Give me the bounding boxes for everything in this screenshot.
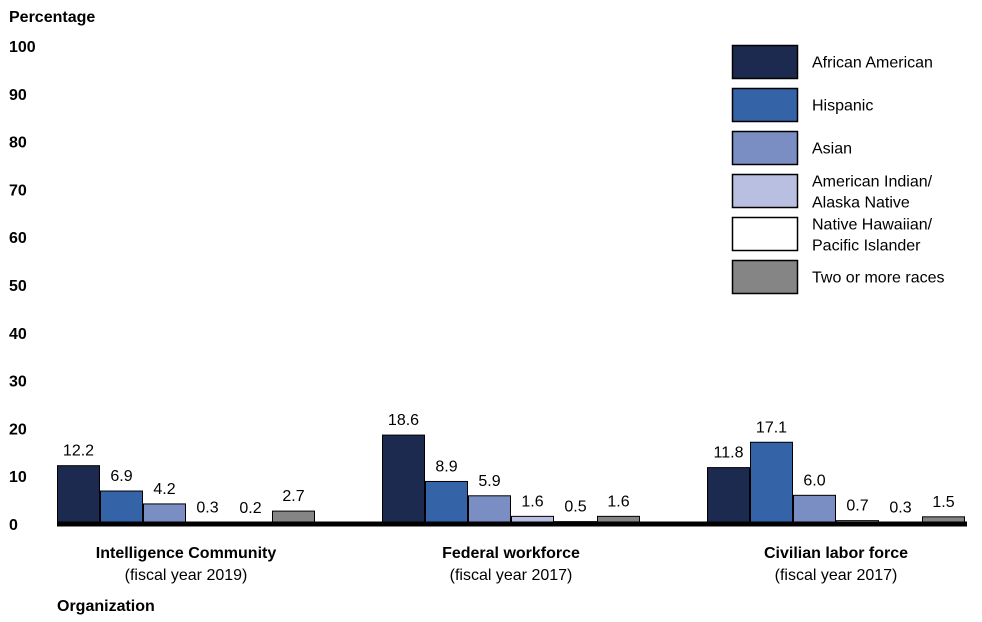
data-label-federal-workforce-native-hawaiian-pacific-islander: 0.5 bbox=[564, 499, 586, 516]
data-label-civilian-labor-force-hispanic: 17.1 bbox=[756, 419, 787, 436]
legend-label-american-indian-alaska-native: American Indian/ bbox=[812, 174, 933, 191]
y-tick-label: 100 bbox=[9, 39, 36, 56]
category-sublabel: (fiscal year 2019) bbox=[125, 567, 248, 584]
data-label-civilian-labor-force-american-indian-alaska-native: 0.7 bbox=[846, 498, 868, 515]
data-label-federal-workforce-two-or-more-races: 1.6 bbox=[607, 493, 629, 510]
data-label-intelligence-community-native-hawaiian-pacific-islander: 0.2 bbox=[239, 500, 261, 517]
data-label-intelligence-community-american-indian-alaska-native: 0.3 bbox=[196, 500, 218, 517]
legend-swatch-american-indian-alaska-native bbox=[731, 173, 799, 209]
y-tick-label: 30 bbox=[9, 374, 27, 391]
bar-civilian-labor-force-hispanic bbox=[750, 441, 793, 525]
bar-civilian-labor-force-african-american bbox=[707, 467, 750, 525]
data-label-civilian-labor-force-asian: 6.0 bbox=[803, 472, 825, 489]
legend: African American Hispanic Asian American In… bbox=[731, 44, 944, 295]
y-tick-label: 40 bbox=[9, 326, 27, 343]
y-tick-label: 20 bbox=[9, 421, 27, 438]
category-label: Intelligence Community bbox=[96, 545, 277, 562]
legend-swatch-two-or-more-races bbox=[731, 259, 799, 295]
x-axis-line bbox=[57, 521, 967, 527]
y-axis-ticks: 0 10 20 30 40 50 60 70 80 90 100 bbox=[9, 39, 36, 534]
y-tick-label: 10 bbox=[9, 469, 27, 486]
data-label-intelligence-community-asian: 4.2 bbox=[153, 481, 175, 498]
legend-label-two-or-more-races: Two or more races bbox=[812, 270, 944, 287]
data-label-federal-workforce-american-indian-alaska-native: 1.6 bbox=[521, 493, 543, 510]
bars bbox=[57, 434, 965, 525]
y-tick-label: 80 bbox=[9, 135, 27, 152]
data-labels: 12.2 6.9 4.2 0.3 0.2 2.7 18.6 8.9 5.9 1.6 0.5 1.6 11… bbox=[63, 412, 955, 517]
data-label-intelligence-community-african-american: 12.2 bbox=[63, 443, 94, 460]
legend-swatch-native-hawaiian-pacific-islander bbox=[731, 216, 799, 252]
y-tick-label: 0 bbox=[9, 517, 18, 534]
category-label: Federal workforce bbox=[442, 545, 580, 562]
data-label-federal-workforce-asian: 5.9 bbox=[478, 473, 500, 490]
category-labels: Intelligence Community (fiscal year 2019)… bbox=[96, 545, 908, 584]
legend-label-asian: Asian bbox=[812, 141, 852, 158]
bar-federal-workforce-african-american bbox=[382, 434, 425, 525]
legend-label-african-american: African American bbox=[812, 55, 933, 72]
data-label-civilian-labor-force-two-or-more-races: 1.5 bbox=[932, 494, 954, 511]
legend-swatch-hispanic bbox=[731, 87, 799, 123]
y-tick-label: 90 bbox=[9, 87, 27, 104]
data-label-civilian-labor-force-native-hawaiian-pacific-islander: 0.3 bbox=[889, 500, 911, 517]
legend-swatch-african-american bbox=[731, 44, 799, 80]
legend-swatch-asian bbox=[731, 130, 799, 166]
category-label: Civilian labor force bbox=[764, 545, 908, 562]
legend-label-native-hawaiian-pacific-islander: Native Hawaiian/ bbox=[812, 217, 933, 234]
data-label-intelligence-community-two-or-more-races: 2.7 bbox=[282, 488, 304, 505]
y-tick-label: 60 bbox=[9, 230, 27, 247]
y-tick-label: 50 bbox=[9, 278, 27, 295]
y-axis-label: Percentage bbox=[9, 9, 95, 26]
bar-intelligence-community-hispanic bbox=[100, 490, 143, 525]
bar-intelligence-community-asian bbox=[143, 503, 186, 525]
data-label-federal-workforce-hispanic: 8.9 bbox=[435, 458, 457, 475]
x-axis-label: Organization bbox=[57, 598, 155, 615]
data-label-intelligence-community-hispanic: 6.9 bbox=[110, 468, 132, 485]
category-sublabel: (fiscal year 2017) bbox=[775, 567, 898, 584]
legend-label-native-hawaiian-pacific-islander: Pacific Islander bbox=[812, 238, 921, 255]
bar-federal-workforce-asian bbox=[468, 495, 511, 525]
legend-label-american-indian-alaska-native: Alaska Native bbox=[812, 195, 910, 212]
y-tick-label: 70 bbox=[9, 182, 27, 199]
legend-label-hispanic: Hispanic bbox=[812, 98, 873, 115]
data-label-federal-workforce-african-american: 18.6 bbox=[388, 412, 419, 429]
bar-intelligence-community-african-american bbox=[57, 465, 100, 525]
category-sublabel: (fiscal year 2017) bbox=[450, 567, 573, 584]
data-label-civilian-labor-force-african-american: 11.8 bbox=[714, 445, 744, 462]
bar-civilian-labor-force-asian bbox=[793, 494, 836, 525]
bar-federal-workforce-hispanic bbox=[425, 480, 468, 525]
